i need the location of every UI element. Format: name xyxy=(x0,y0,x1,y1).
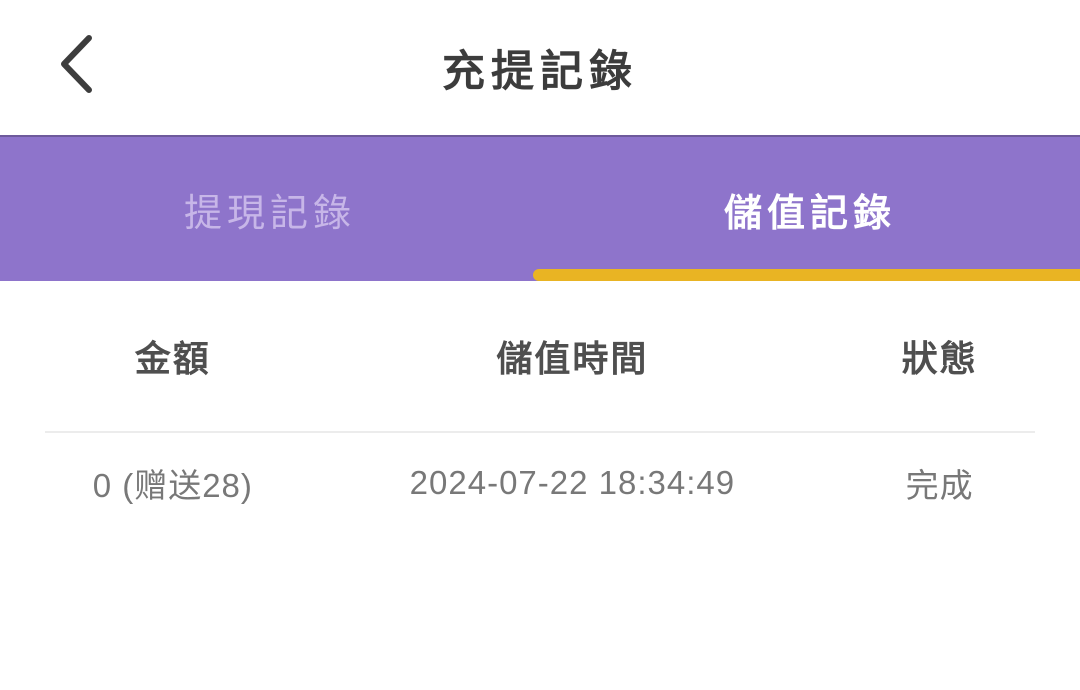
column-header-status: 狀態 xyxy=(901,338,978,379)
tab-withdraw-label: 提現記錄 xyxy=(183,192,356,235)
table-header-row: 金額 儲值時間 狀態 xyxy=(0,281,1080,431)
tab-deposit-label: 儲值記錄 xyxy=(723,192,896,235)
active-tab-underline xyxy=(533,269,1080,281)
back-button[interactable] xyxy=(44,20,108,108)
chevron-left-icon xyxy=(59,34,93,94)
tab-bar: 提現記錄 儲值記錄 xyxy=(0,135,1080,281)
row-amount: 0 (赠送28) xyxy=(92,467,253,504)
header: 充提記錄 xyxy=(0,0,1080,135)
tab-deposit-records[interactable]: 儲值記錄 xyxy=(533,137,1080,281)
column-header-deposit-time: 儲值時間 xyxy=(496,338,649,379)
table-row: 0 (赠送28) 2024-07-22 18:34:49 完成 xyxy=(0,433,1080,533)
row-deposit-time: 2024-07-22 18:34:49 xyxy=(409,464,736,501)
column-header-amount: 金額 xyxy=(134,338,211,379)
table-divider xyxy=(45,431,1035,433)
row-status: 完成 xyxy=(905,467,974,504)
tab-withdraw-records[interactable]: 提現記錄 xyxy=(0,137,540,281)
page-title: 充提記錄 xyxy=(442,47,638,96)
empty-content-area xyxy=(0,533,1080,690)
